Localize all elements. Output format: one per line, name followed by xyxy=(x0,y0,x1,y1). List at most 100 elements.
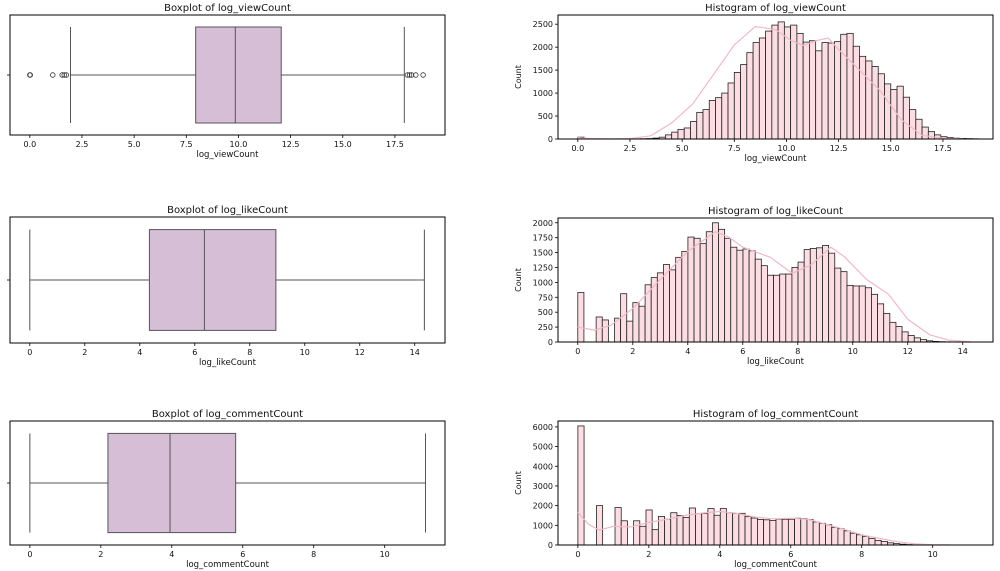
x-tick-label: 0.0 xyxy=(23,140,36,149)
histogram-bar xyxy=(632,302,640,343)
histogram-bar xyxy=(690,121,698,140)
x-tick-label: 17.5 xyxy=(934,144,952,153)
histogram-bar xyxy=(827,42,835,140)
histogram-bar xyxy=(767,274,774,343)
histogram-bar xyxy=(715,97,723,140)
histogram-bar xyxy=(816,247,823,343)
x-tick-label: 2 xyxy=(98,550,103,559)
histogram-bar xyxy=(705,231,713,343)
chart-title: Histogram of log_likeCount xyxy=(708,206,843,217)
axes-frame xyxy=(9,420,446,546)
histogram-bar xyxy=(750,517,758,546)
chart-title: Histogram of log_commentCount xyxy=(693,409,858,420)
x-tick-label: 10.0 xyxy=(230,140,248,149)
histogram-bar xyxy=(701,513,709,546)
y-axis-label: Count xyxy=(514,65,523,89)
histogram-bar xyxy=(771,24,779,140)
histogram-bar xyxy=(644,284,652,343)
histogram-bar xyxy=(846,284,854,343)
histogram-bar xyxy=(769,520,777,546)
histogram-bar xyxy=(696,111,704,140)
bars xyxy=(577,425,975,546)
y-tick-label: 750 xyxy=(538,293,553,302)
histogram-bar xyxy=(677,128,685,140)
y-tick-label: 5000 xyxy=(533,443,553,452)
histogram-bar xyxy=(840,271,848,343)
x-tick-label: 10.0 xyxy=(778,144,796,153)
histogram-bar xyxy=(726,512,734,546)
outlier-point xyxy=(413,72,419,78)
outlier-point xyxy=(27,72,33,78)
x-axis-label: log_commentCount xyxy=(186,560,270,570)
histogram-bar xyxy=(783,26,792,140)
histogram-bar xyxy=(852,285,860,343)
histogram-bar xyxy=(719,508,727,546)
histogram-bar xyxy=(802,41,810,140)
axes-frame xyxy=(9,216,446,344)
panel-histogram-commentcount: Histogram of log_commentCount 0 1000 2000 30… xyxy=(514,409,994,570)
outlier-point xyxy=(406,72,413,78)
histogram-bar xyxy=(901,331,909,343)
histogram-bar xyxy=(702,109,710,140)
kde-line xyxy=(577,510,951,546)
outlier-point xyxy=(408,72,415,78)
x-tick-label: 15.0 xyxy=(334,140,352,149)
histogram-bar xyxy=(738,512,746,546)
y-tick-label: 1000 xyxy=(533,521,553,530)
histogram-bar xyxy=(773,274,781,343)
y-tick-label: 3000 xyxy=(533,482,553,491)
x-tick-label: 17.5 xyxy=(386,140,404,149)
x-tick-label: 2 xyxy=(646,550,651,559)
histogram-bar xyxy=(687,236,695,343)
x-axis-label: log_likeCount xyxy=(747,357,805,367)
histogram-bar xyxy=(707,508,715,546)
histogram-bar xyxy=(777,21,785,140)
histogram-bar xyxy=(834,267,842,343)
outlier-point xyxy=(63,72,70,78)
histogram-bar xyxy=(732,513,740,546)
histogram-bar xyxy=(927,131,935,140)
outlier-point xyxy=(404,72,411,78)
histogram-bar xyxy=(671,131,679,140)
chart-title: Boxplot of log_commentCount xyxy=(152,409,303,420)
histogram-bar xyxy=(880,541,888,546)
histogram-bar xyxy=(874,540,882,546)
histogram-bar xyxy=(907,335,915,343)
histogram-bar xyxy=(915,118,923,140)
histogram-bar xyxy=(746,52,754,140)
x-tick-label: 4 xyxy=(169,550,174,559)
histogram-bar xyxy=(681,250,689,343)
x-tick-label: 10 xyxy=(928,550,938,559)
histogram-bar xyxy=(638,305,646,343)
histogram-bar xyxy=(727,82,735,140)
x-tick-label: 6 xyxy=(740,347,745,356)
y-tick-label: 1250 xyxy=(533,263,553,272)
histogram-bar xyxy=(760,265,768,343)
kde-line xyxy=(577,25,964,140)
histogram-bar xyxy=(733,72,741,140)
bars xyxy=(577,21,979,140)
histogram-bar xyxy=(757,519,765,546)
histogram-bar xyxy=(754,258,762,343)
box-iqr xyxy=(107,432,237,534)
histogram-bar xyxy=(794,517,802,546)
histogram-bar xyxy=(902,96,910,140)
outlier-point xyxy=(59,72,65,78)
x-axis-label: log_viewCount xyxy=(744,154,807,164)
panel-boxplot-likecount: Boxplot of log_likeCount 0 2 4 6 8 10 12 14 log_l… xyxy=(7,205,446,368)
histogram-bar xyxy=(693,237,701,343)
histogram-bar xyxy=(834,41,842,140)
histogram-bar xyxy=(724,237,732,343)
histogram-bar xyxy=(675,256,683,343)
histogram-bar xyxy=(699,243,707,343)
x-tick-label: 2 xyxy=(630,347,635,356)
x-tick-label: 0.0 xyxy=(571,144,584,153)
histogram-bar xyxy=(877,303,885,343)
x-axis-label: log_likeCount xyxy=(199,358,257,368)
histogram-bar xyxy=(711,222,719,343)
histogram-bar xyxy=(849,532,857,546)
histogram-bar xyxy=(596,505,604,546)
x-tick-label: 5.0 xyxy=(128,140,141,149)
histogram-bar xyxy=(896,85,904,140)
